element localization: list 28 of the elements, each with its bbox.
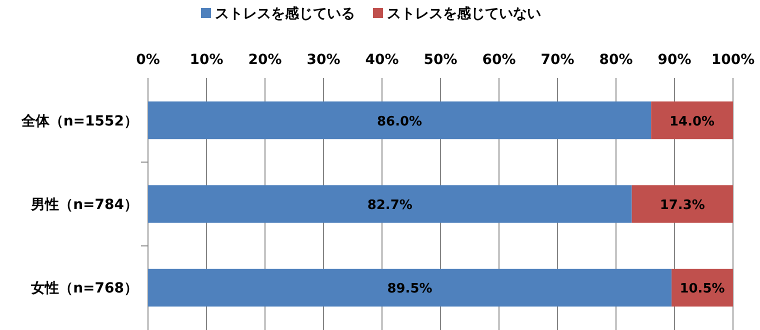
x-tick-label: 70% — [540, 52, 574, 68]
x-tick-label: 100% — [711, 52, 755, 68]
bar — [651, 101, 733, 140]
x-tick-label: 0% — [136, 52, 160, 68]
bar — [148, 101, 652, 140]
x-tick-label: 10% — [190, 52, 224, 68]
y-tick-label: 男性（n=784） — [30, 197, 138, 213]
x-tick-label: 90% — [658, 52, 692, 68]
legend-label: ストレスを感じていない — [387, 6, 541, 22]
legend-label: ストレスを感じている — [215, 6, 355, 22]
data-label: 82.7% — [367, 198, 412, 213]
x-tick-label: 80% — [599, 52, 633, 68]
bar — [672, 268, 733, 307]
x-tick-label: 20% — [248, 52, 282, 68]
x-tick-label: 50% — [424, 52, 458, 68]
y-tick-label: 女性（n=768） — [30, 280, 138, 297]
data-label: 10.5% — [680, 282, 725, 297]
data-label: 89.5% — [387, 282, 432, 297]
x-tick-label: 30% — [306, 52, 340, 68]
x-tick-label: 60% — [482, 52, 516, 68]
data-label: 14.0% — [669, 114, 715, 130]
data-label: 86.0% — [376, 114, 422, 130]
data-label: 17.3% — [660, 198, 705, 213]
bar — [148, 268, 672, 307]
bar — [632, 185, 733, 223]
y-tick-label: 全体（n=1552） — [20, 113, 138, 130]
bar — [148, 185, 632, 223]
x-tick-label: 40% — [365, 52, 399, 68]
